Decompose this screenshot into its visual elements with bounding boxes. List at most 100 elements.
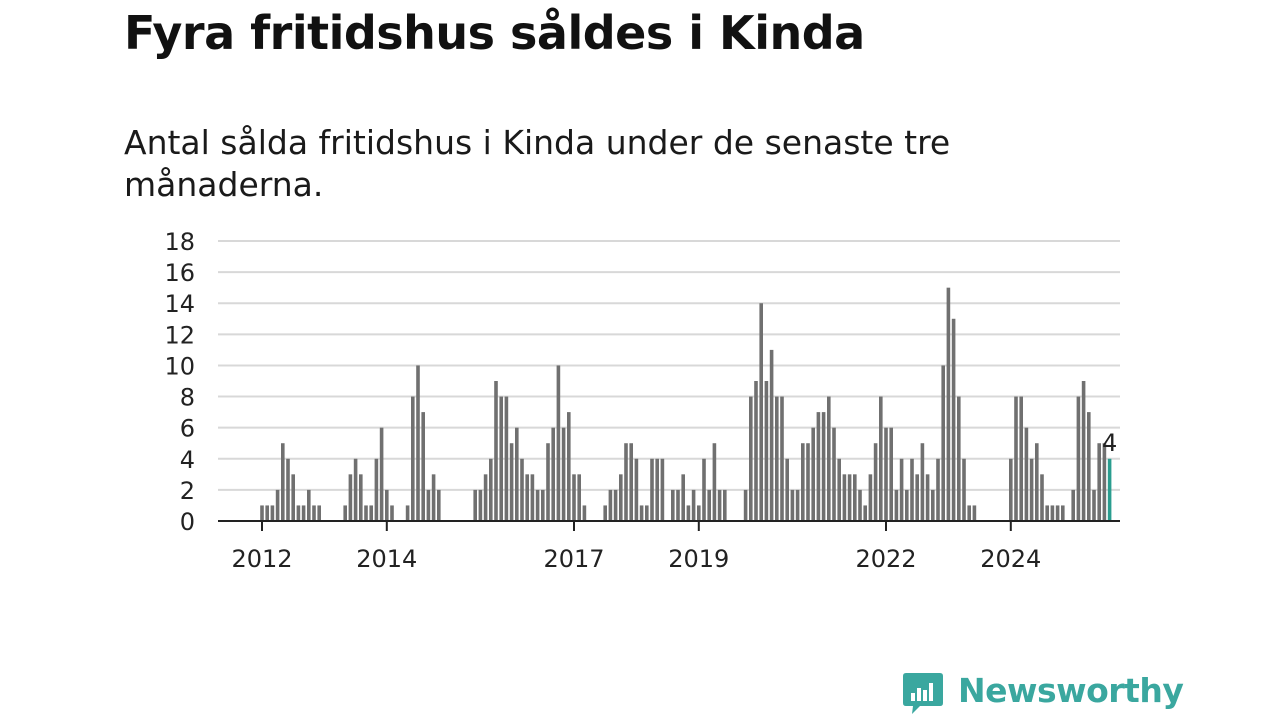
bar xyxy=(905,489,909,521)
bar xyxy=(275,489,280,521)
bar xyxy=(827,396,831,521)
bar xyxy=(270,505,275,521)
x-tick-label: 2024 xyxy=(980,545,1041,573)
bar xyxy=(390,505,394,521)
bar xyxy=(775,396,779,521)
y-tick-label: 6 xyxy=(180,415,195,443)
y-tick-label: 10 xyxy=(164,352,195,380)
bar xyxy=(785,458,789,521)
bar xyxy=(1097,443,1101,521)
bar xyxy=(260,505,264,521)
bar xyxy=(936,458,940,521)
bar xyxy=(603,505,607,521)
bar xyxy=(1055,505,1060,521)
bar xyxy=(899,458,904,521)
bar xyxy=(702,458,706,521)
bar xyxy=(790,489,795,521)
bar xyxy=(343,505,347,521)
bar xyxy=(478,489,483,521)
bar xyxy=(847,474,852,521)
bar xyxy=(717,489,722,521)
chart-subtitle: Antal sålda fritidshus i Kinda under de … xyxy=(124,123,951,204)
x-tick-label: 2022 xyxy=(855,545,916,573)
bar xyxy=(769,349,774,521)
bar xyxy=(431,474,436,521)
bar xyxy=(473,489,477,521)
bar xyxy=(494,381,498,521)
bar xyxy=(307,489,311,521)
bar xyxy=(509,443,514,521)
bar xyxy=(561,427,566,521)
bar xyxy=(1035,443,1039,521)
bar-chart: 0 2 4 6 8 10 12 14 16 18 2012 2014 2017 2019 2022 2024 4 xyxy=(164,228,1120,573)
bar xyxy=(504,396,509,521)
bar xyxy=(853,474,857,521)
bar xyxy=(348,474,353,521)
bar xyxy=(359,474,363,521)
bar xyxy=(619,474,623,521)
bar xyxy=(941,365,945,521)
bar xyxy=(1102,443,1107,521)
bar xyxy=(629,443,633,521)
bar xyxy=(369,505,373,521)
bar xyxy=(379,427,384,521)
bar xyxy=(1014,396,1018,521)
bar xyxy=(312,505,316,521)
bar xyxy=(1081,381,1086,521)
bar xyxy=(801,443,805,521)
bar xyxy=(972,505,977,521)
bar xyxy=(634,458,639,521)
bar xyxy=(821,412,826,521)
bar xyxy=(868,474,873,521)
bar xyxy=(265,505,269,521)
bar xyxy=(764,381,769,521)
bar xyxy=(723,489,727,521)
bar xyxy=(613,489,618,521)
bar xyxy=(743,489,748,521)
bar xyxy=(806,443,810,521)
bar xyxy=(353,458,358,521)
y-tick-label: 8 xyxy=(180,384,195,412)
bar xyxy=(676,489,680,521)
bar xyxy=(650,458,654,521)
bar xyxy=(608,489,613,521)
y-tick-label: 12 xyxy=(164,321,195,349)
bar xyxy=(816,412,821,521)
y-tick-label: 0 xyxy=(180,508,195,536)
bar xyxy=(910,458,914,521)
bar xyxy=(889,427,893,521)
y-tick-label: 16 xyxy=(164,259,195,287)
bar xyxy=(712,443,717,521)
bar xyxy=(957,396,961,521)
bar xyxy=(931,489,935,521)
bar xyxy=(967,505,971,521)
bar xyxy=(1029,458,1034,521)
bar xyxy=(749,396,753,521)
bar xyxy=(691,489,696,521)
bar xyxy=(374,458,379,521)
bar xyxy=(1087,412,1091,521)
bar xyxy=(301,505,306,521)
bar xyxy=(281,443,285,521)
bar xyxy=(946,287,951,521)
bar xyxy=(925,474,930,521)
bar xyxy=(686,505,691,521)
bar xyxy=(530,474,535,521)
bar xyxy=(499,396,503,521)
bar xyxy=(1009,458,1013,521)
y-tick-label: 4 xyxy=(180,446,195,474)
bar xyxy=(1076,396,1081,521)
bar xyxy=(639,505,644,521)
y-tick-label: 18 xyxy=(164,228,195,256)
bar xyxy=(660,458,665,521)
bar xyxy=(577,474,581,521)
bar xyxy=(535,489,540,521)
bar xyxy=(572,474,576,521)
bar xyxy=(286,458,290,521)
bar xyxy=(411,396,415,521)
latest-value-label: 4 xyxy=(1102,429,1117,457)
bar xyxy=(1040,474,1044,521)
bar xyxy=(437,489,441,521)
bar xyxy=(873,443,878,521)
x-tick-label: 2012 xyxy=(231,545,292,573)
